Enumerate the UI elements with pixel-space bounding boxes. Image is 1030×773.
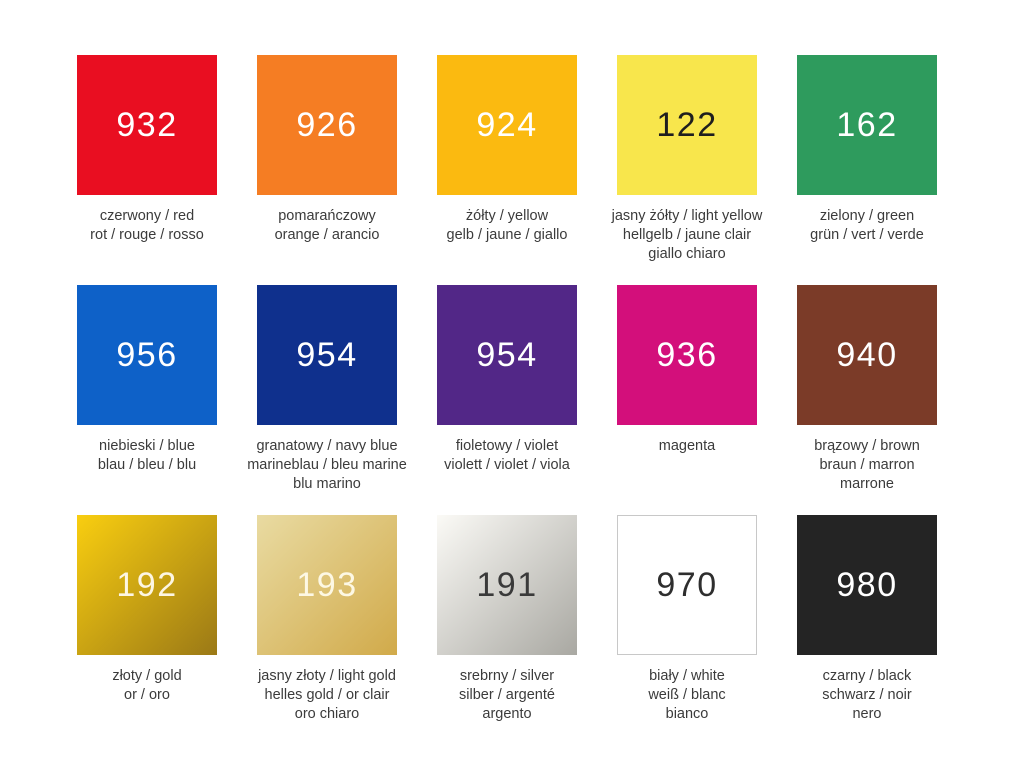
- swatch-label-line: czarny / black: [822, 668, 912, 684]
- swatch-label-line: złoty / gold: [112, 668, 182, 684]
- color-swatch: 193: [257, 515, 397, 655]
- swatch-code: 954: [476, 335, 538, 374]
- swatch-label-line: orange / arancio: [274, 227, 380, 243]
- swatch-label-line: brązowy / brown: [814, 438, 920, 454]
- swatch-labels: brązowy / brown braun / marron marrone: [814, 437, 920, 494]
- swatch-code: 970: [656, 565, 718, 604]
- swatch-label-line: argento: [482, 706, 532, 722]
- color-swatch: 924: [437, 55, 577, 195]
- swatch-label-line: violett / violet / viola: [444, 457, 570, 473]
- swatch-label-line: giallo chiaro: [648, 246, 726, 262]
- swatch-code: 122: [656, 105, 718, 144]
- color-swatch-grid: 932 czerwony / red rot / rouge / rosso 92…: [57, 55, 957, 745]
- swatch-labels: jasny złoty / light gold helles gold / or…: [258, 667, 396, 724]
- swatch-cell: 980 czarny / black schwarz / noir nero: [777, 515, 957, 745]
- swatch-label-line: blau / bleu / blu: [97, 457, 197, 473]
- swatch-label-line: braun / marron: [819, 457, 915, 473]
- swatch-label-line: blu marino: [293, 476, 361, 492]
- color-swatch: 940: [797, 285, 937, 425]
- swatch-label-line: gelb / jaune / giallo: [446, 227, 568, 243]
- swatch-labels: srebrny / silver silber / argenté argento: [459, 667, 555, 724]
- swatch-labels: czarny / black schwarz / noir nero: [822, 667, 911, 724]
- swatch-label-line: marineblau / bleu marine: [247, 457, 407, 473]
- swatch-labels: zielony / green grün / vert / verde: [810, 207, 924, 245]
- color-swatch: 192: [77, 515, 217, 655]
- swatch-label-line: silber / argenté: [459, 687, 555, 703]
- swatch-cell: 191 srebrny / silver silber / argenté arge…: [417, 515, 597, 745]
- swatch-code: 162: [836, 105, 898, 144]
- swatch-cell: 940 brązowy / brown braun / marron marrone: [777, 285, 957, 515]
- swatch-cell: 162 zielony / green grün / vert / verde: [777, 55, 957, 285]
- swatch-label-line: hellgelb / jaune clair: [622, 227, 752, 243]
- swatch-labels: niebieski / blue blau / bleu / blu: [98, 437, 196, 475]
- color-swatch: 956: [77, 285, 217, 425]
- color-swatch: 926: [257, 55, 397, 195]
- swatch-label-line: rot / rouge / rosso: [90, 227, 204, 243]
- swatch-code: 926: [296, 105, 358, 144]
- swatch-label-line: srebrny / silver: [459, 668, 555, 684]
- color-swatch: 162: [797, 55, 937, 195]
- swatch-label-line: bianco: [665, 706, 709, 722]
- swatch-code: 924: [476, 105, 538, 144]
- swatch-labels: biały / white weiß / blanc bianco: [648, 667, 725, 724]
- swatch-label-line: oro chiaro: [294, 706, 360, 722]
- swatch-cell: 954 fioletowy / violet violett / violet /…: [417, 285, 597, 515]
- swatch-label-line: or / oro: [124, 687, 170, 703]
- swatch-label-line: pomarańczowy: [278, 208, 376, 224]
- swatch-label-line: czerwony / red: [99, 208, 195, 224]
- swatch-cell: 970 biały / white weiß / blanc bianco: [597, 515, 777, 745]
- swatch-cell: 954 granatowy / navy blue marineblau / bl…: [237, 285, 417, 515]
- swatch-code: 940: [836, 335, 898, 374]
- color-swatch: 936: [617, 285, 757, 425]
- swatch-cell: 936 magenta: [597, 285, 777, 515]
- swatch-label-line: magenta: [658, 438, 716, 454]
- swatch-cell: 956 niebieski / blue blau / bleu / blu: [57, 285, 237, 515]
- swatch-label-line: nero: [852, 706, 882, 722]
- color-swatch: 980: [797, 515, 937, 655]
- swatch-cell: 193 jasny złoty / light gold helles gold …: [237, 515, 417, 745]
- swatch-code: 956: [116, 335, 178, 374]
- swatch-label-line: fioletowy / violet: [455, 438, 559, 454]
- swatch-label-line: granatowy / navy blue: [256, 438, 398, 454]
- swatch-label-line: niebieski / blue: [99, 438, 195, 454]
- color-swatch: 932: [77, 55, 217, 195]
- swatch-cell: 932 czerwony / red rot / rouge / rosso: [57, 55, 237, 285]
- color-swatch: 970: [617, 515, 757, 655]
- swatch-labels: jasny żółty / light yellow hellgelb / jau…: [612, 207, 763, 264]
- swatch-labels: pomarańczowy orange / arancio: [275, 207, 380, 245]
- swatch-code: 193: [296, 565, 358, 604]
- swatch-code: 980: [836, 565, 898, 604]
- swatch-code: 954: [296, 335, 358, 374]
- color-swatch: 122: [617, 55, 757, 195]
- swatch-label-line: biały / white: [649, 668, 725, 684]
- swatch-labels: złoty / gold or / oro: [112, 667, 181, 705]
- swatch-code: 936: [656, 335, 718, 374]
- color-swatch: 954: [257, 285, 397, 425]
- swatch-labels: magenta: [659, 437, 715, 456]
- swatch-cell: 924 żółty / yellow gelb / jaune / giallo: [417, 55, 597, 285]
- swatch-labels: czerwony / red rot / rouge / rosso: [90, 207, 204, 245]
- swatch-cell: 192 złoty / gold or / oro: [57, 515, 237, 745]
- swatch-labels: granatowy / navy blue marineblau / bleu m…: [247, 437, 407, 494]
- swatch-label-line: weiß / blanc: [648, 687, 726, 703]
- swatch-code: 932: [116, 105, 178, 144]
- swatch-label-line: jasny żółty / light yellow: [611, 208, 763, 224]
- swatch-label-line: marrone: [839, 476, 894, 492]
- swatch-label-line: jasny złoty / light gold: [258, 668, 396, 684]
- swatch-code: 191: [476, 565, 538, 604]
- color-swatch: 191: [437, 515, 577, 655]
- swatch-label-line: grün / vert / verde: [810, 227, 924, 243]
- swatch-label-line: helles gold / or clair: [264, 687, 390, 703]
- swatch-labels: żółty / yellow gelb / jaune / giallo: [447, 207, 568, 245]
- swatch-cell: 122 jasny żółty / light yellow hellgelb /…: [597, 55, 777, 285]
- swatch-label-line: zielony / green: [819, 208, 915, 224]
- swatch-label-line: schwarz / noir: [822, 687, 912, 703]
- swatch-cell: 926 pomarańczowy orange / arancio: [237, 55, 417, 285]
- swatch-code: 192: [116, 565, 178, 604]
- color-swatch: 954: [437, 285, 577, 425]
- swatch-labels: fioletowy / violet violett / violet / vio…: [444, 437, 570, 475]
- swatch-label-line: żółty / yellow: [465, 208, 549, 224]
